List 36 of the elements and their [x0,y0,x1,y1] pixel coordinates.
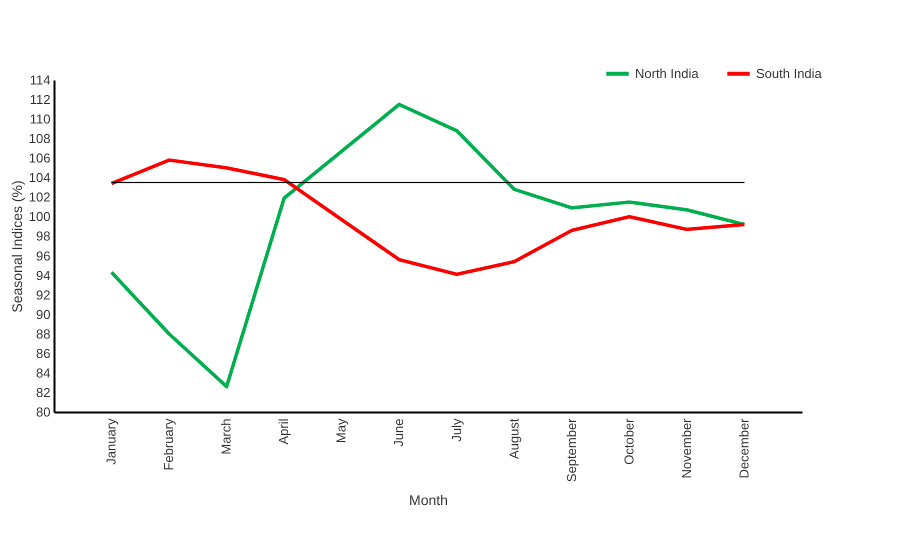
y-tick-label: 96 [36,248,50,264]
y-tick-label: 100 [28,209,50,224]
x-tick-label: September [564,418,579,482]
y-tick-label: 114 [30,72,50,88]
y-tick-label: 94 [36,268,50,283]
y-tick-label: 88 [36,326,50,342]
x-tick-label: July [448,418,464,442]
y-tick-label: 84 [36,365,50,380]
y-tick-label: 106 [28,150,50,166]
y-tick-label: 108 [28,131,50,146]
line-series [110,158,746,276]
x-tick-label: October [621,418,636,465]
y-tick-label: 112 [30,92,50,108]
y-axis-title: Seasonal Indices (%) [8,180,25,313]
x-tick-label: August [506,418,522,459]
y-tick-label: 98 [36,228,50,244]
y-tick-label: 104 [28,170,50,186]
legend-label: South India [756,66,823,81]
y-tick-label: 82 [36,384,50,400]
y-tick-label: 110 [30,112,50,127]
y-tick-label: 102 [28,190,50,205]
x-tick-label: December [736,418,752,478]
y-tick-label: 90 [36,306,50,322]
line-series [110,102,746,388]
x-tick-label: March [218,418,234,455]
x-tick-label: January [104,418,119,465]
x-tick-label: June [391,418,406,447]
x-tick-label: May [334,418,349,444]
legend-label: North India [635,66,700,81]
x-tick-label: April [276,418,292,445]
y-tick-label: 86 [36,346,50,361]
y-tick-label: 80 [36,404,50,420]
x-axis-title: Month [409,492,448,508]
y-tick-label: 92 [36,287,50,302]
x-tick-label: February [161,418,176,471]
x-tick-label: November [678,418,694,478]
